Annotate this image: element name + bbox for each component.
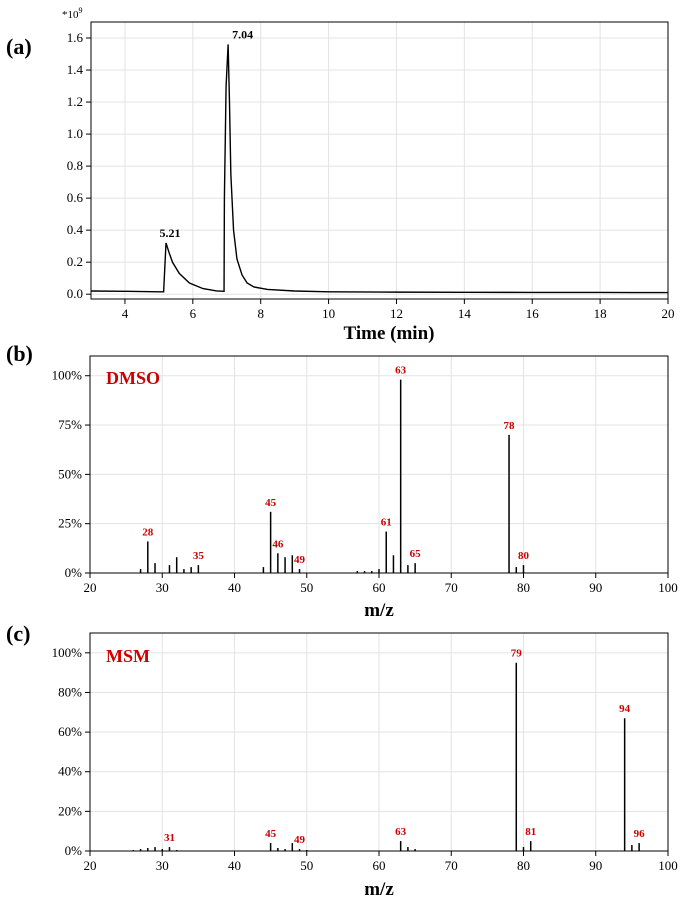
compound-label-msm: MSM [106,646,150,666]
chromatogram-line [90,44,669,294]
y-tick-label: 0.4 [67,222,84,237]
peak-label: 5.21 [160,226,181,240]
dmso-bars [139,379,525,573]
x-tick-label: 14 [458,306,472,321]
x-tick-label: 100 [658,858,678,873]
y-tick-label: 0% [65,565,83,580]
x-tick-label: 8 [257,306,264,321]
compound-label-dmso: DMSO [106,368,160,388]
y-tick-label: 40% [58,764,82,779]
y-tick-label: 1.0 [67,126,83,141]
y-tick-label: 0% [65,843,83,858]
x-tick-label: 80 [517,580,530,595]
x-tick-label: 90 [589,580,602,595]
x-tick-label: 30 [156,858,169,873]
peak-label: 63 [395,826,407,838]
y-tick-label: 60% [58,724,82,739]
peak-label: 78 [504,420,516,432]
y-tick-label: 75% [58,417,82,432]
x-tick-label: 10 [322,306,335,321]
x-tick-label: 60 [373,580,386,595]
x-axis-title-a: Time (min) [344,323,435,344]
y-tick-label: 80% [58,684,82,699]
x-tick-label: 40 [228,580,241,595]
x-tick-label: 12 [390,306,403,321]
panel-label-c: (c) [6,621,30,646]
peak-label: 31 [164,832,175,844]
peak-label: 81 [525,826,536,838]
y-tick-label: 1.6 [67,30,84,45]
peak-label: 49 [294,834,306,846]
axis-ticks-b: 20 30 40 50 60 70 80 90 100 0% 25% 50% 75% 100% [52,368,678,595]
peak-label: 96 [634,828,646,840]
msm-bars [132,662,640,851]
x-tick-label: 6 [190,306,197,321]
x-tick-label: 16 [526,306,540,321]
x-tick-label: 20 [84,580,97,595]
axis-ticks-a: 4 6 8 10 12 14 16 18 20 0.0 0.2 0.4 0.6 0.8 1.0 1.2 1.4 1… [67,30,675,321]
x-tick-label: 60 [373,858,386,873]
peak-label: 45 [265,497,277,509]
peak-label: 80 [518,550,530,562]
y-tick-label: 0.2 [67,254,83,269]
grid-c [89,633,669,852]
x-tick-label: 90 [589,858,602,873]
grid-a [91,22,669,299]
x-axis-title-c: m/z [364,879,394,900]
x-tick-label: 50 [300,580,313,595]
plot-frame-a [90,21,669,300]
y-tick-label: 0.0 [67,286,83,301]
y-tick-label: 100% [52,645,83,660]
peak-label: 94 [619,703,631,715]
peak-label: 49 [294,554,306,566]
chromatogram-panel: (a) *109 4 6 8 10 12 14 16 18 20 0.0 0.2 0.4 0.6 0.8 1… [6,6,675,344]
x-tick-label: 40 [228,858,241,873]
x-tick-label: 18 [594,306,607,321]
y-tick-label: 0.8 [67,158,83,173]
x-tick-label: 70 [445,858,458,873]
y-tick-label: 1.2 [67,94,83,109]
x-tick-label: 20 [662,306,675,321]
x-tick-label: 4 [122,306,129,321]
peak-label: 7.04 [232,27,253,41]
x-tick-label: 50 [300,858,313,873]
x-tick-label: 20 [84,858,97,873]
peak-labels-a: 5.21 7.04 [160,27,254,240]
peak-label: 79 [511,648,523,660]
peak-label: 45 [265,828,277,840]
peak-label: 65 [410,548,422,560]
msm-spectrum-panel: (c) 20 30 40 50 60 70 80 90 100 0% 20% 40% 60% 80% 100… [6,621,678,900]
peak-label: 28 [142,526,154,538]
panel-label-b: (b) [6,341,33,366]
peak-label: 61 [381,517,392,529]
axis-ticks-c: 20 30 40 50 60 70 80 90 100 0% 20% 40% 60% 80% 100% [52,645,678,873]
peak-labels-c: 31 45 49 63 79 81 94 96 [164,648,645,846]
y-tick-label: 1.4 [67,62,84,77]
y-tick-label: 25% [58,516,82,531]
peak-label: 46 [272,538,284,550]
y-tick-label: 100% [52,368,83,383]
panel-label-a: (a) [6,34,32,59]
grid-b [89,356,669,574]
y-multiplier: *109 [62,6,83,21]
y-tick-label: 0.6 [67,190,84,205]
x-axis-title-b: m/z [364,600,394,621]
dmso-spectrum-panel: (b) 20 30 40 50 60 70 80 90 100 0% 25% 50% 75% 100% 2… [6,341,678,621]
peak-label: 35 [193,550,205,562]
x-tick-label: 30 [156,580,169,595]
y-tick-label: 20% [58,803,82,818]
chromatogram-trace [90,44,669,294]
x-tick-label: 70 [445,580,458,595]
peak-labels-b: 28 35 45 46 49 61 63 65 78 80 [142,365,529,566]
peak-label: 63 [395,365,407,377]
x-tick-label: 100 [658,580,678,595]
x-tick-label: 80 [517,858,530,873]
y-tick-label: 50% [58,466,82,481]
